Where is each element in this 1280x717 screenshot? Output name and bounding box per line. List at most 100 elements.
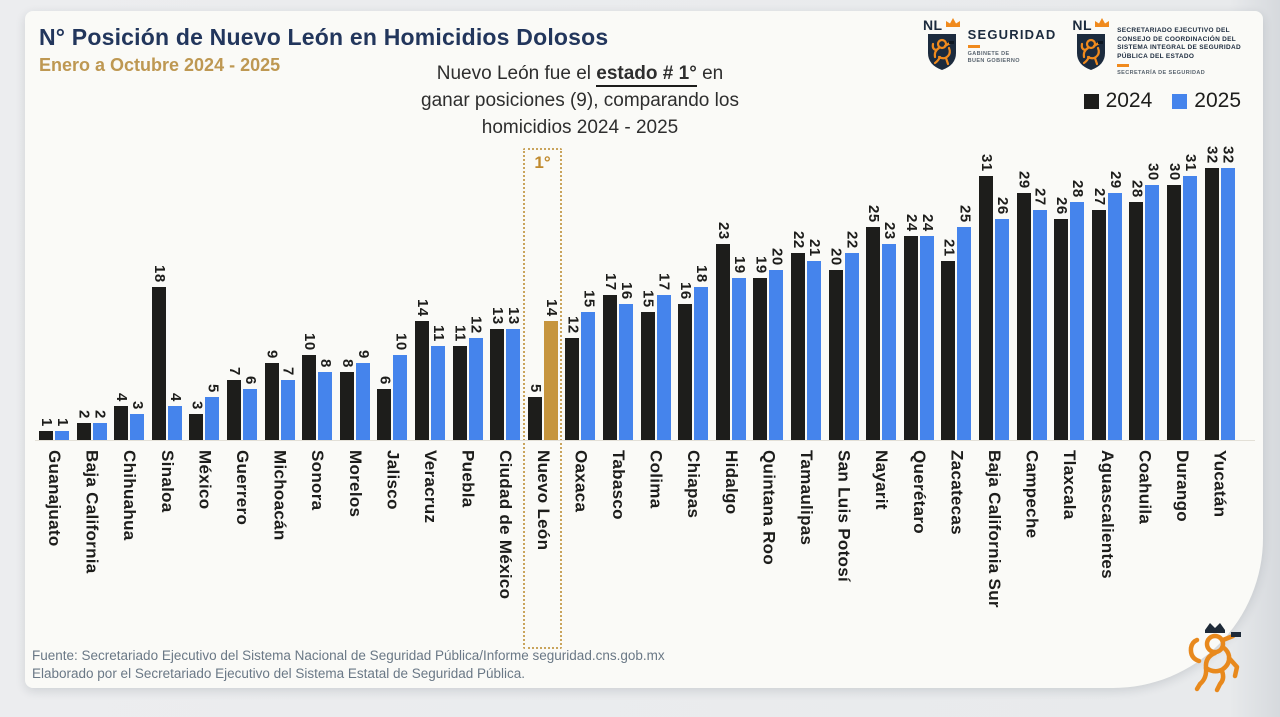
bar-value-label: 6: [242, 376, 259, 385]
bar-group-Yucatán: 32 32 Yucatán: [1204, 146, 1237, 517]
bar-2025-Quintana Roo: [769, 270, 784, 440]
logo-secretariado: NL SECRETARIADO EJECUTIVO DEL CONSEJO DE…: [1072, 17, 1241, 77]
bar-value-label: 26: [1053, 197, 1071, 215]
bar-2024-Baja California: [76, 423, 91, 440]
bar-group-Oaxaca: 12 15 Oaxaca: [564, 168, 598, 512]
bar-group-Michoacán: 9 7 Michoacán: [263, 168, 297, 540]
bar-value-label: 1: [54, 418, 71, 427]
bar-2024-Yucatán: [1204, 168, 1219, 440]
bar-value-label: 9: [263, 350, 281, 359]
bar-value-label: 12: [564, 316, 582, 334]
bar-2025-Veracruz: [431, 346, 445, 440]
bar-2024-Sonora: [302, 355, 317, 440]
x-axis-label-San Luis Potosí: San Luis Potosí: [834, 450, 854, 583]
bar-group-Querétaro: 24 24 Querétaro: [903, 168, 936, 534]
bar-value-label: 18: [150, 265, 168, 283]
bar-2024-Chihuahua: [114, 406, 129, 440]
bar-value-label: 32: [1219, 146, 1237, 164]
bar-2024-Aguascalientes: [1091, 210, 1106, 440]
annotation-line1-prefix: Nuevo León fue el: [436, 63, 597, 84]
bar-group-Guanajuato: 1 1 Guanajuato: [38, 168, 71, 546]
bar-2025-Sinaloa: [167, 406, 182, 440]
bar-2025-Sonora: [318, 372, 333, 440]
bar-2024-Baja California Sur: [979, 176, 993, 440]
x-axis-label-Guerrero: Guerrero: [233, 450, 252, 526]
bar-value-label: 11: [451, 325, 469, 342]
bar-value-label: 14: [414, 299, 431, 317]
bar-value-label: 7: [279, 367, 297, 376]
logo-secretariado-text: SECRETARIADO EJECUTIVO DEL CONSEJO DE CO…: [1117, 17, 1241, 77]
x-axis-label-Baja California Sur: Baja California Sur: [985, 450, 1004, 608]
bar-2025-Morelos: [355, 363, 370, 440]
x-axis-label-Tabasco: Tabasco: [609, 450, 628, 520]
bar-value-label: 22: [790, 231, 807, 249]
logo-sub: SECRETARÍA DE SEGURIDAD: [1117, 70, 1206, 76]
bar-group-Jalisco: 6 10 Jalisco: [376, 168, 409, 509]
bar-value-label: 5: [526, 384, 544, 393]
bar-2024-Durango: [1167, 185, 1181, 440]
nl-monogram: NL: [1072, 17, 1093, 33]
bar-value-label: 18: [693, 265, 711, 283]
bar-value-label: 7: [226, 367, 243, 376]
bar-2024-Quintana Roo: [753, 278, 768, 440]
bar-group-Hidalgo: 23 19 Hidalgo: [715, 168, 748, 514]
bar-value-label: 20: [768, 248, 786, 266]
bar-2024-Oaxaca: [565, 338, 580, 440]
shield-lion-icon: [1077, 34, 1106, 70]
bar-value-label: 2: [75, 410, 93, 419]
bar-2024-Querétaro: [903, 236, 918, 440]
bar-value-label: 3: [129, 401, 147, 410]
bar-group-México: 3 5 México: [188, 168, 221, 509]
highlight-dotted-box: 1°: [523, 148, 562, 649]
legend-item-2025: 2025: [1172, 89, 1241, 113]
bar-2024-Tamaulipas: [791, 253, 805, 440]
bar-2024-Veracruz: [415, 321, 429, 440]
bar-2024-Coahuila: [1129, 202, 1144, 440]
x-axis-label-Durango: Durango: [1173, 450, 1192, 522]
bar-value-label: 20: [827, 248, 845, 266]
annotation-line1-suffix: en: [696, 63, 724, 84]
bar-value-label: 15: [580, 290, 598, 308]
x-axis-label-Guanajuato: Guanajuato: [45, 450, 64, 547]
x-axis-label-Zacatecas: Zacatecas: [947, 450, 967, 535]
bar-value-label: 4: [166, 393, 184, 402]
x-axis-label-Veracruz: Veracruz: [421, 450, 440, 524]
bar-group-Baja California Sur: 31 26 Baja California Sur: [978, 154, 1011, 607]
bar-value-label: 3: [188, 401, 206, 410]
highlight-rank-badge: 1°: [534, 153, 551, 172]
bar-group-Campeche: 29 27 Campeche: [1016, 168, 1049, 538]
logo-nl-seguridad-emblem: NL: [923, 17, 961, 71]
bar-group-Veracruz: 14 11 Veracruz: [414, 168, 447, 523]
bar-2025-Coahuila: [1145, 185, 1160, 440]
bar-2024-Puebla: [452, 346, 467, 440]
bar-value-label: 32: [1203, 146, 1221, 164]
bar-2024-Guerrero: [227, 380, 241, 440]
bar-value-label: 14: [542, 299, 560, 317]
bar-value-label: 2: [91, 410, 109, 419]
bar-2025-Durango: [1183, 176, 1197, 440]
source-note: Fuente: Secretariado Ejecutivo del Siste…: [32, 647, 665, 683]
bar-group-San Luis Potosí: 20 22 San Luis Potosí: [827, 168, 861, 582]
bar-value-label: 13: [505, 307, 523, 325]
logo-row: NL SEGURIDAD GABINETE DE BUEN GOBIERNO: [923, 17, 1241, 77]
bar-group-Ciudad de México: 13 13 Ciudad de México: [489, 168, 523, 599]
logo-org-name: SEGURIDAD: [967, 27, 1057, 42]
bar-group-Tlaxcala: 26 28 Tlaxcala: [1053, 168, 1086, 519]
bar-2024-Jalisco: [377, 389, 392, 440]
logo-secretariado-emblem: NL: [1072, 17, 1110, 71]
x-axis-label-Jalisco: Jalisco: [383, 450, 403, 510]
x-axis-label-Morelos: Morelos: [345, 450, 365, 518]
bar-value-label: 25: [865, 205, 883, 223]
bar-value-label: 31: [978, 154, 995, 172]
bar-2024-México: [189, 414, 204, 440]
bar-group-Durango: 30 31 Durango: [1166, 154, 1199, 522]
lion-crown-logo-icon: [1188, 623, 1241, 693]
bar-group-Chiapas: 16 18 Chiapas: [677, 168, 711, 518]
bar-value-label: 29: [1106, 171, 1124, 189]
bar-2025-Zacatecas: [957, 227, 972, 440]
legend-label: 2025: [1194, 89, 1241, 112]
crown-icon: [1095, 18, 1110, 27]
bar-value-label: 24: [918, 214, 936, 232]
bar-value-label: 12: [467, 316, 485, 334]
bar-2024-Colima: [640, 312, 655, 440]
